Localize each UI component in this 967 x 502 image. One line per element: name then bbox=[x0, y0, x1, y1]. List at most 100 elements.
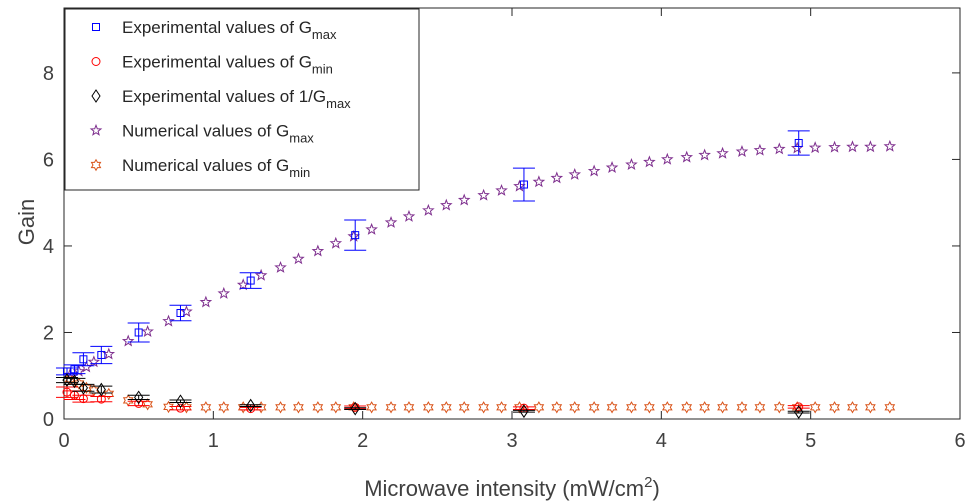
data-point bbox=[81, 381, 92, 395]
data-point bbox=[519, 180, 528, 189]
legend-marker bbox=[92, 23, 100, 31]
data-point bbox=[794, 138, 803, 147]
legend-entry-text: Experimental values of G bbox=[122, 53, 312, 72]
legend: Experimental values of GmaxExperimental … bbox=[64, 8, 420, 191]
data-point bbox=[661, 401, 673, 414]
y-axis: 0 2 4 6 8 bbox=[43, 63, 960, 431]
data-point bbox=[753, 143, 767, 156]
data-point bbox=[274, 260, 287, 273]
data-point bbox=[808, 141, 822, 154]
data-point bbox=[79, 355, 88, 364]
data-point bbox=[717, 401, 728, 414]
y-tick-label: 6 bbox=[43, 149, 54, 171]
data-point bbox=[440, 401, 452, 414]
data-point bbox=[403, 401, 415, 414]
data-point bbox=[200, 401, 212, 414]
legend-entry-sub: min bbox=[312, 62, 333, 77]
data-point bbox=[513, 179, 526, 192]
data-point bbox=[736, 401, 748, 414]
data-point bbox=[847, 401, 858, 414]
data-point bbox=[551, 401, 563, 414]
legend-box bbox=[64, 8, 420, 191]
data-point bbox=[96, 382, 106, 397]
data-point bbox=[496, 401, 507, 414]
data-point bbox=[698, 148, 711, 161]
data-point bbox=[175, 403, 185, 413]
data-point bbox=[569, 401, 581, 414]
data-point bbox=[587, 164, 601, 177]
data-point bbox=[735, 145, 749, 157]
data-point bbox=[680, 150, 694, 163]
data-point bbox=[246, 276, 255, 285]
legend-entry: Experimental values of Gmax bbox=[122, 18, 337, 42]
data-point bbox=[883, 139, 897, 152]
legend-entry-text: Experimental values of 1/G bbox=[122, 87, 326, 106]
data-point bbox=[311, 244, 325, 257]
y-axis-title: Gain bbox=[14, 199, 39, 245]
data-point bbox=[175, 394, 186, 409]
data-point bbox=[681, 401, 693, 414]
data-point bbox=[699, 401, 711, 414]
data-point bbox=[606, 401, 618, 414]
data-point bbox=[644, 401, 655, 414]
x-tick-label: 3 bbox=[506, 430, 517, 452]
data-point bbox=[176, 309, 185, 318]
x-axis-title: Microwave intensity (mW/cm2) bbox=[364, 474, 660, 501]
data-point bbox=[97, 350, 106, 359]
data-point bbox=[69, 374, 80, 389]
data-point bbox=[78, 380, 89, 395]
data-point bbox=[293, 401, 304, 414]
data-point bbox=[384, 215, 398, 228]
data-point bbox=[495, 183, 508, 196]
data-point bbox=[275, 401, 286, 414]
data-point bbox=[716, 146, 729, 159]
data-point bbox=[134, 328, 143, 337]
data-point bbox=[134, 390, 144, 405]
legend-entry-sub: max bbox=[289, 131, 314, 146]
data-point bbox=[329, 236, 343, 249]
data-point bbox=[199, 295, 213, 308]
legend-entry-text: Experimental values of G bbox=[122, 18, 312, 37]
y-tick-label: 2 bbox=[43, 322, 54, 344]
data-point bbox=[532, 175, 546, 188]
data-series bbox=[55, 130, 897, 419]
data-point bbox=[218, 401, 230, 414]
data-point bbox=[366, 401, 377, 414]
data-point bbox=[121, 334, 135, 347]
data-point bbox=[440, 198, 453, 211]
y-tick-label: 0 bbox=[43, 409, 54, 431]
data-point bbox=[754, 401, 766, 414]
data-point bbox=[626, 401, 637, 414]
data-point bbox=[828, 140, 841, 153]
data-point bbox=[351, 231, 360, 240]
series-square bbox=[55, 130, 810, 376]
data-point bbox=[458, 401, 470, 414]
data-point bbox=[312, 401, 324, 414]
data-point bbox=[865, 401, 876, 414]
data-point bbox=[365, 222, 378, 235]
data-point bbox=[829, 401, 840, 414]
data-point bbox=[864, 140, 877, 153]
legend-entry-sub: max bbox=[326, 96, 351, 111]
data-point bbox=[605, 161, 619, 173]
data-point bbox=[385, 401, 397, 414]
data-point bbox=[478, 401, 489, 414]
series-diamond bbox=[55, 373, 810, 419]
data-point bbox=[773, 401, 785, 414]
data-point bbox=[180, 305, 193, 318]
data-point bbox=[457, 193, 471, 206]
x-tick-label: 0 bbox=[58, 430, 69, 452]
data-point bbox=[330, 401, 342, 414]
legend-entry-text: Numerical values of G bbox=[122, 156, 289, 175]
data-point bbox=[254, 268, 268, 281]
legend-marker bbox=[90, 158, 102, 172]
data-point bbox=[62, 387, 72, 397]
data-point bbox=[163, 400, 174, 414]
y-tick-label: 8 bbox=[43, 63, 54, 85]
y-tick-label: 4 bbox=[43, 236, 54, 258]
legend-entry: Numerical values of Gmax bbox=[122, 122, 314, 146]
legend-entry-text: Numerical values of G bbox=[122, 122, 289, 141]
legend-entry: Experimental values of Gmin bbox=[122, 53, 333, 77]
data-point bbox=[162, 314, 175, 327]
data-point bbox=[246, 398, 256, 413]
